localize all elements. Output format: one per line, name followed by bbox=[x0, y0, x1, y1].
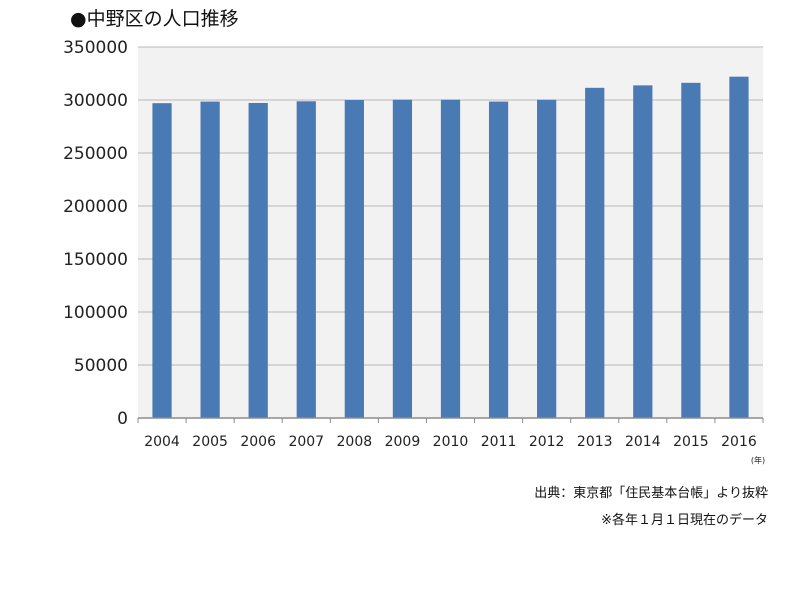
y-tick-label: 100000 bbox=[63, 303, 128, 323]
y-tick-label: 150000 bbox=[63, 250, 128, 270]
y-tick-label: 350000 bbox=[63, 38, 128, 58]
x-tick-label: 2004 bbox=[144, 434, 180, 450]
bar bbox=[200, 101, 220, 418]
x-tick-label: 2009 bbox=[385, 434, 421, 450]
x-tick-label: 2007 bbox=[288, 434, 324, 450]
bar bbox=[633, 85, 653, 418]
y-tick-label: 200000 bbox=[63, 197, 128, 217]
bar bbox=[392, 99, 413, 418]
x-tick-label: 2012 bbox=[529, 434, 565, 450]
bar bbox=[585, 87, 605, 418]
y-tick-label: 250000 bbox=[63, 144, 128, 164]
bar bbox=[296, 101, 316, 418]
y-axis-ticks: 0 50000 100000 150000 200000 250000 300000 3500… bbox=[63, 38, 128, 429]
bar bbox=[537, 99, 557, 419]
x-tick-label: 2015 bbox=[673, 434, 709, 450]
y-tick-label: 300000 bbox=[63, 91, 128, 111]
x-tick-label: 2014 bbox=[625, 434, 661, 450]
bar bbox=[681, 82, 701, 418]
source-text: 出典：東京都「住民基本台帳」より抜粋 bbox=[534, 486, 768, 501]
bar-chart: 0 50000 100000 150000 200000 250000 300000 3500… bbox=[63, 38, 765, 465]
chart-title: ●中野区の人口推移 bbox=[70, 8, 239, 30]
x-tick-label: 2016 bbox=[721, 434, 757, 450]
bar bbox=[488, 101, 509, 418]
bar bbox=[440, 99, 461, 418]
x-tick-label: 2008 bbox=[337, 434, 373, 450]
note-text: ※各年１月１日現在のデータ bbox=[601, 513, 768, 528]
y-tick-label: 0 bbox=[117, 409, 128, 429]
bar bbox=[248, 102, 268, 418]
bar bbox=[152, 103, 172, 419]
bar bbox=[729, 76, 749, 419]
x-axis-unit: (年) bbox=[751, 455, 765, 465]
bar bbox=[344, 100, 364, 418]
x-tick-label: 2005 bbox=[192, 434, 228, 450]
x-tick-label: 2013 bbox=[577, 434, 613, 450]
x-tick-label: 2010 bbox=[433, 434, 469, 450]
y-tick-label: 50000 bbox=[74, 356, 128, 376]
x-axis-ticks: 2004 2005 2006 2007 2008 2009 2010 2011 2012 2013… bbox=[137, 418, 764, 450]
x-tick-label: 2011 bbox=[481, 434, 517, 450]
x-tick-label: 2006 bbox=[240, 434, 276, 450]
bars bbox=[152, 76, 749, 419]
